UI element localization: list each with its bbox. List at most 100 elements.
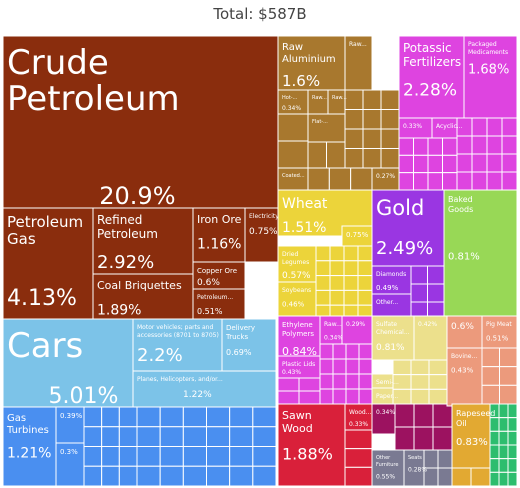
treemap-cell [410,265,428,285]
tile-value: 0.33% [403,123,422,130]
treemap-cell [362,148,382,169]
tile-electricity [244,207,279,263]
treemap-cell [499,366,518,386]
tile-label: Hot-... [282,95,298,101]
treemap-cell [486,171,503,191]
treemap-cell [394,426,415,451]
tile-value: 0.83% [456,437,488,448]
tile-value: 0.55% [376,473,395,480]
treemap-cell [428,359,448,376]
treemap-cell [332,373,347,390]
tile-label: Dried [282,251,298,258]
treemap-cell [471,153,488,173]
tile-value: 0.81% [448,252,480,263]
tile-label: Petroleum [7,213,83,231]
tile-raw [307,89,329,115]
treemap-cell [486,117,503,137]
treemap-cell [343,245,359,262]
tile-value: 0.34% [282,105,301,112]
tile-label: Coated... [282,173,305,179]
treemap-cell [101,465,120,487]
treemap-cell [410,283,428,303]
tile-crude-petroleum [2,35,279,209]
treemap-cell [182,446,207,467]
tile-value: 2.92% [97,252,154,273]
tile-wood [344,403,373,431]
treemap-cell [428,388,448,405]
treemap-cell [380,148,400,169]
tile-label: Baked [448,195,473,204]
treemap-cell [410,388,430,405]
treemap-cell [470,467,491,487]
tile-value: 0.75% [249,227,278,237]
tile-iron-ore [192,207,246,263]
treemap-cell [499,384,518,405]
treemap-cell [507,458,518,473]
treemap-cell [410,374,430,390]
treemap-cell [101,446,120,467]
treemap-cell [489,458,500,473]
tile-value: 0.81% [376,343,405,353]
treemap-cell [329,260,345,277]
tile-value: 0.34% [376,409,395,416]
tile-label: Delivery [226,324,255,332]
treemap-cell [332,343,347,360]
tile-raw-aluminium [277,35,346,91]
tile-value: 0.84% [282,345,317,358]
treemap-cell [315,260,331,277]
treemap-cell [413,426,434,451]
tile-label: Sawn [282,409,312,422]
tile-label: Diamonds [376,271,406,278]
tile-coal-briquettes [92,273,194,320]
treemap-cell [362,128,382,149]
tile-label: Pig Meat [486,321,512,328]
tile-value: 1.89% [97,303,141,319]
treemap-cell [328,167,352,191]
chart-title: Total: $587B [213,5,307,23]
treemap-cell [229,406,254,428]
treemap-cell [427,172,443,191]
treemap-cell [345,373,360,390]
treemap-cell [501,135,518,155]
treemap-cell [101,426,120,447]
treemap-cell [344,109,364,130]
treemap-cell [357,245,373,262]
treemap-cell [507,430,518,446]
treemap-cell [413,154,429,174]
tile-label: Petroleum [97,227,158,241]
tile-label: Aluminium [282,54,336,65]
treemap-cell [329,245,345,262]
tile-value: 2.2% [137,345,183,366]
treemap-cell [489,444,500,460]
tile-label: Legumes [282,259,309,266]
treemap-cell [319,343,334,360]
tile-label: Planes, Helicopters, and/or... [137,376,223,383]
tile-value: 1.16% [197,237,241,253]
treemap-cell [345,358,360,375]
tile-soybeans [277,281,317,321]
treemap-cell [136,426,161,447]
treemap-cell [343,275,359,291]
tile-hot [277,89,309,115]
tile-label: Paper... [376,393,398,400]
treemap-cell [319,358,334,375]
treemap-cell [345,343,360,360]
tile-value: 0.75% [346,231,369,239]
treemap-cell [507,471,518,487]
treemap-cell [486,135,503,155]
treemap-cell [357,260,373,277]
treemap-cell [456,171,473,191]
tile-value: 0.42% [418,321,437,328]
treemap-cell [307,141,327,169]
treemap-cell [332,358,347,375]
treemap-cell [277,390,300,405]
treemap-cell [182,406,207,428]
treemap-cell [136,446,161,467]
tile-label: Raw [282,42,303,53]
tile-label: Electricity [249,213,279,220]
tile-value: 1.22% [183,390,212,400]
tile-other-furniture [371,449,405,487]
tile-value: 1.21% [7,446,51,462]
treemap-cell [413,137,429,156]
treemap-cell [344,148,364,169]
